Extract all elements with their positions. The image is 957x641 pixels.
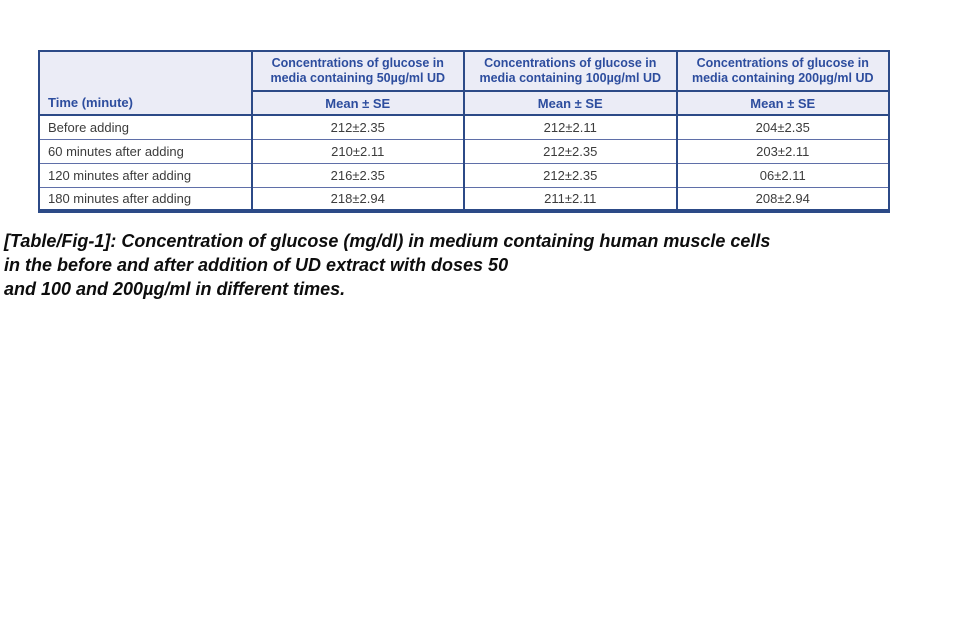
cell-value-100: 212±2.11 xyxy=(463,114,678,140)
cell-value-200: 204±2.35 xyxy=(675,114,890,140)
cell-value-200: 203±2.11 xyxy=(675,138,890,164)
cell-value-50: 210±2.11 xyxy=(250,138,465,164)
row-time-label: Before adding xyxy=(38,114,253,140)
table-row-120-minutes: 120 minutes after adding 216±2.35 212±2.… xyxy=(38,162,890,188)
row-time-label: 120 minutes after adding xyxy=(38,162,253,188)
subheader-mean-se-100: Mean ± SE xyxy=(463,90,678,116)
column-header-200ug: Concentrations of glucose in media conta… xyxy=(675,50,890,92)
column-header-50ug: Concentrations of glucose in media conta… xyxy=(250,50,465,92)
table-row-60-minutes: 60 minutes after adding 210±2.11 212±2.3… xyxy=(38,138,890,164)
cell-value-50: 216±2.35 xyxy=(250,162,465,188)
cell-value-100: 212±2.35 xyxy=(463,162,678,188)
table-header: Time (minute) Concentrations of glucose … xyxy=(38,50,890,116)
caption-line-2: in the before and after addition of UD e… xyxy=(4,255,509,275)
table-row-180-minutes: 180 minutes after adding 218±2.94 211±2.… xyxy=(38,186,890,212)
table-body: Before adding 212±2.35 212±2.11 204±2.35… xyxy=(38,114,890,212)
table-row-before-adding: Before adding 212±2.35 212±2.11 204±2.35 xyxy=(38,114,890,140)
caption-line-1: [Table/Fig-1]: Concentration of glucose … xyxy=(4,231,771,251)
column-header-100ug: Concentrations of glucose in media conta… xyxy=(463,50,678,92)
row-time-label: 60 minutes after adding xyxy=(38,138,253,164)
cell-value-50: 212±2.35 xyxy=(250,114,465,140)
figure-caption: [Table/Fig-1]: Concentration of glucose … xyxy=(4,229,952,301)
header-row-mean-se: Mean ± SE Mean ± SE Mean ± SE xyxy=(39,90,890,116)
cell-value-200: 208±2.94 xyxy=(675,186,890,212)
cell-value-50: 218±2.94 xyxy=(250,186,465,212)
caption-line-3: and 100 and 200µg/ml in different times. xyxy=(4,279,346,299)
cell-value-100: 212±2.35 xyxy=(463,138,678,164)
header-row-groups: Time (minute) Concentrations of glucose … xyxy=(38,50,890,116)
glucose-concentration-table: Time (minute) Concentrations of glucose … xyxy=(38,50,890,213)
subheader-mean-se-200: Mean ± SE xyxy=(675,90,890,116)
subheader-mean-se-50: Mean ± SE xyxy=(250,90,465,116)
corner-header-time-minute: Time (minute) xyxy=(38,50,253,116)
cell-value-200: 06±2.11 xyxy=(675,162,890,188)
cell-value-100: 211±2.11 xyxy=(463,186,678,212)
row-time-label: 180 minutes after adding xyxy=(38,186,253,212)
